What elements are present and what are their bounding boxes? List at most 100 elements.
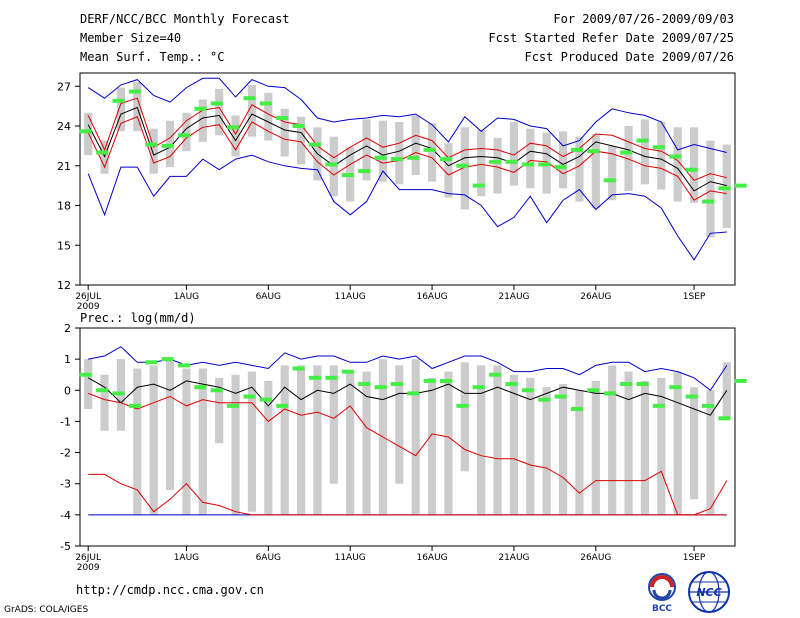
prec-frame [79,327,736,547]
temp-box [706,140,715,238]
ncc-logo-text: NCC [696,586,721,599]
temp-observed-mark [685,167,698,172]
temp-box [182,112,191,152]
prec-observed-mark [341,369,354,374]
temp-xtick-label: 21AUG [498,292,529,302]
prec-title: Prec.: log(mm/d) [80,311,196,325]
temp-box [296,116,306,165]
temp-box [493,137,502,194]
forecast-period: For 2009/07/26-2009/09/03 [553,12,734,26]
prec-observed-mark [423,378,436,383]
prec-box [362,371,371,515]
prec-box [477,365,486,515]
temp-observed-mark [407,155,420,160]
temp-ytick-label: 24 [57,120,71,133]
prec-box [313,365,322,515]
prec-xtick-label: 1SEP [683,553,706,563]
prec-box [575,390,584,515]
prec-box [509,374,519,515]
prec-observed-mark [145,360,158,365]
prec-spread-low-line [88,392,728,516]
prec-observed-mark [603,391,616,396]
temp-box [427,123,437,182]
temp-observed-mark [603,178,616,183]
prec-box [329,365,338,484]
temp-spread-high-line [87,97,727,181]
temp-observed-mark [243,96,256,101]
temp-observed-mark [292,124,305,128]
temp-observed-mark [570,147,583,152]
prec-observed-mark [439,378,452,383]
temp-ytick-label: 27 [57,80,71,93]
prec-box [640,380,650,515]
temp-observed-mark [128,89,141,94]
prec-xtick-label: 1AUG [174,553,199,563]
temp-observed-mark [358,169,371,174]
prec-xtick-label: 6AUG [256,553,281,563]
temp-observed-mark [374,155,387,160]
prec-observed-mark [96,388,109,393]
prec-ytick-label: -3 [60,478,71,491]
temp-xtick-label: 1AUG [174,292,199,302]
grads-credit: GrADS: COLA/IGES [4,605,89,615]
prec-observed-mark [620,382,633,387]
prec-xtick-label: 21AUG [498,553,529,563]
temp-observed-mark [554,165,567,170]
prec-observed-mark [374,385,387,390]
temp-observed-mark [521,162,534,167]
prec-observed-mark [128,403,141,408]
prec-observed-mark [243,394,256,399]
prec-observed-mark [570,406,583,411]
source-url[interactable]: http://cmdp.ncc.cma.gov.cn [76,583,264,597]
temp-box [247,84,257,137]
temp-box [477,129,486,197]
prec-box [411,359,420,515]
prec-box [722,362,731,419]
prec-observed-mark [308,375,321,380]
prec-observed-mark [292,366,305,371]
prec-observed-mark [636,382,649,387]
temp-box [231,115,240,157]
prec-box [395,365,404,484]
prec-observed-mark [718,416,731,421]
prec-observed-mark [210,388,223,393]
temp-observed-mark [652,145,665,150]
prec-box [280,365,289,515]
temp-observed-mark [145,142,158,147]
prec-box [427,377,437,515]
prec-box [165,359,175,490]
prec-observed-mark [685,394,698,399]
temp-xtick-label: 16AUG [416,292,447,302]
temp-box [444,143,453,198]
temp-observed-mark [194,106,207,111]
temp-observed-mark [734,183,747,188]
temp-observed-mark [227,125,240,130]
prec-observed-mark [112,391,125,396]
prec-spread-high-line [88,473,727,516]
temp-box [558,131,568,189]
prec-ytick-label: 2 [64,322,71,335]
temp-box [689,127,699,203]
temp-observed-mark [472,183,485,188]
temp-box [378,120,388,182]
prec-panel: -5 -4 -3 -2 -1 0 1 2 26JUL 1AUG 6AUG 11AUG 16AUG 21AU… [60,311,747,573]
prec-observed-mark [161,357,174,362]
bcc-logo: BCC [648,573,676,614]
prec-ytick-label: 0 [64,384,71,397]
temp-observed-mark [636,138,649,143]
prec-max-line [88,346,728,392]
temp-panel: 12 15 18 21 24 27 26JUL 1AUG 6AUG 11AUG 16AUG 21AUG… [57,72,747,312]
temp-box [608,145,617,201]
temp-frame [79,72,736,286]
prec-observed-mark [227,403,240,408]
prec-box [689,387,699,500]
prec-box [198,368,207,515]
temp-box [411,115,420,176]
prec-ytick-label: -1 [60,415,71,428]
temp-observed-mark [620,150,633,155]
temp-box [526,128,535,189]
refer-date: Fcst Started Refer Date 2009/07/25 [488,31,734,45]
temp-xtick-label: 1SEP [683,292,706,302]
temp-box [395,122,404,185]
